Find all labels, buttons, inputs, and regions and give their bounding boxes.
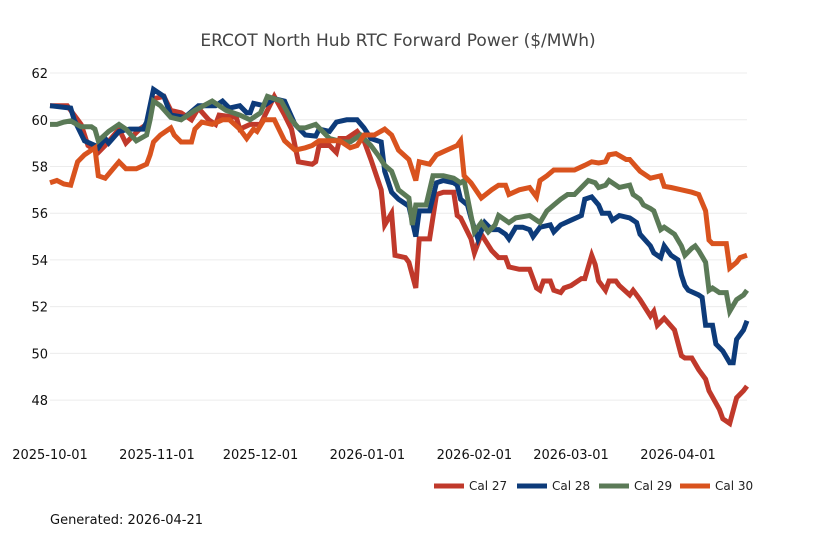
- x-tick-label: 2026-03-01: [533, 448, 609, 463]
- y-tick-label: 60: [31, 114, 48, 129]
- y-axis-ticks: 48 50 52 54 56 58 60 62: [31, 67, 48, 409]
- legend: Cal 27 Cal 28 Cal 29 Cal 30: [434, 479, 753, 493]
- y-tick-label: 52: [31, 301, 48, 316]
- y-tick-label: 58: [31, 160, 48, 175]
- series-lines: [49, 85, 750, 428]
- legend-label: Cal 27: [469, 479, 507, 493]
- legend-item-cal-30[interactable]: Cal 30: [680, 479, 753, 493]
- series-line-cal-27: [50, 90, 750, 428]
- x-tick-label: 2026-04-01: [640, 448, 716, 463]
- y-tick-label: 48: [31, 394, 48, 409]
- x-axis-ticks: 2025-10-01 2025-11-01 2025-12-01 2026-01-01…: [12, 448, 716, 463]
- series-line-cal-30: [49, 117, 748, 273]
- series-line-cal-29: [50, 93, 750, 319]
- x-tick-label: 2025-12-01: [223, 448, 299, 463]
- grid-lines: [50, 72, 747, 401]
- legend-label: Cal 29: [634, 479, 672, 493]
- x-tick-label: 2026-01-01: [330, 448, 406, 463]
- generated-timestamp: Generated: 2026-04-21: [50, 513, 204, 528]
- y-tick-label: 54: [31, 254, 48, 269]
- y-tick-label: 50: [31, 347, 48, 362]
- series-line-cal-28: [49, 85, 750, 366]
- legend-label: Cal 30: [715, 479, 753, 493]
- legend-item-cal-28[interactable]: Cal 28: [517, 479, 590, 493]
- y-tick-label: 56: [31, 207, 48, 222]
- x-tick-label: 2025-11-01: [119, 448, 195, 463]
- x-tick-label: 2026-02-01: [437, 448, 513, 463]
- chart-title: ERCOT North Hub RTC Forward Power ($/MWh…: [200, 31, 595, 51]
- legend-item-cal-27[interactable]: Cal 27: [434, 479, 507, 493]
- legend-label: Cal 28: [552, 479, 590, 493]
- y-tick-label: 62: [31, 67, 48, 82]
- x-tick-label: 2025-10-01: [12, 448, 88, 463]
- legend-item-cal-29[interactable]: Cal 29: [599, 479, 672, 493]
